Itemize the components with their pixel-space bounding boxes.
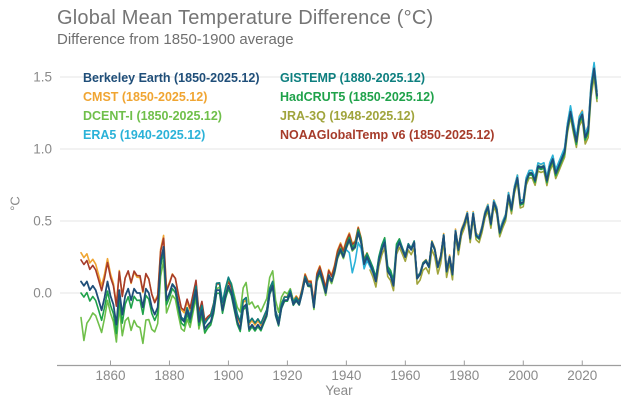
series-line-berkeley-earth bbox=[80, 67, 598, 330]
y-axis-label: °C bbox=[7, 196, 23, 211]
x-tick-label: 1980 bbox=[449, 368, 479, 383]
x-tick-label: 1920 bbox=[272, 368, 302, 383]
chart-title: Global Mean Temperature Difference (°C) bbox=[57, 7, 434, 29]
y-tick-label: 1.5 bbox=[33, 70, 52, 85]
x-tick-label: 1960 bbox=[390, 368, 420, 383]
y-tick-label: 0.0 bbox=[33, 286, 52, 301]
x-tick-label: 2000 bbox=[508, 368, 538, 383]
legend-item-jra-3q: JRA-3Q (1948-2025.12) bbox=[280, 109, 415, 123]
x-tick-label: 1940 bbox=[331, 368, 361, 383]
legend-item-era5: ERA5 (1940-2025.12) bbox=[83, 128, 206, 142]
legend-column-2: GISTEMP (1880-2025.12) HadCRUT5 (1850-202… bbox=[280, 69, 494, 145]
x-axis-label: Year bbox=[325, 383, 353, 398]
y-tick-label: 1.0 bbox=[33, 142, 52, 157]
legend-item-noaaglobaltemp-v6: NOAAGlobalTemp v6 (1850-2025.12) bbox=[280, 128, 495, 142]
legend-item-hadcrut5: HadCRUT5 (1850-2025.12) bbox=[280, 90, 435, 104]
legend-item-gistemp: GISTEMP (1880-2025.12) bbox=[280, 71, 425, 85]
legend-item-berkeley-earth: Berkeley Earth (1850-2025.12) bbox=[83, 71, 260, 85]
legend-item-dcent-i: DCENT-I (1850-2025.12) bbox=[83, 109, 222, 123]
x-tick-label: 1880 bbox=[154, 368, 184, 383]
legend-column-1: Berkeley Earth (1850-2025.12) CMST (1850-… bbox=[83, 69, 260, 145]
y-tick-label: 0.5 bbox=[33, 214, 52, 229]
legend-item-cmst: CMST (1850-2025.12) bbox=[83, 90, 208, 104]
x-tick-label: 2020 bbox=[567, 368, 597, 383]
x-tick-label: 1860 bbox=[95, 368, 125, 383]
x-tick-label: 1900 bbox=[213, 368, 243, 383]
chart-subtitle: Difference from 1850-1900 average bbox=[57, 31, 294, 48]
